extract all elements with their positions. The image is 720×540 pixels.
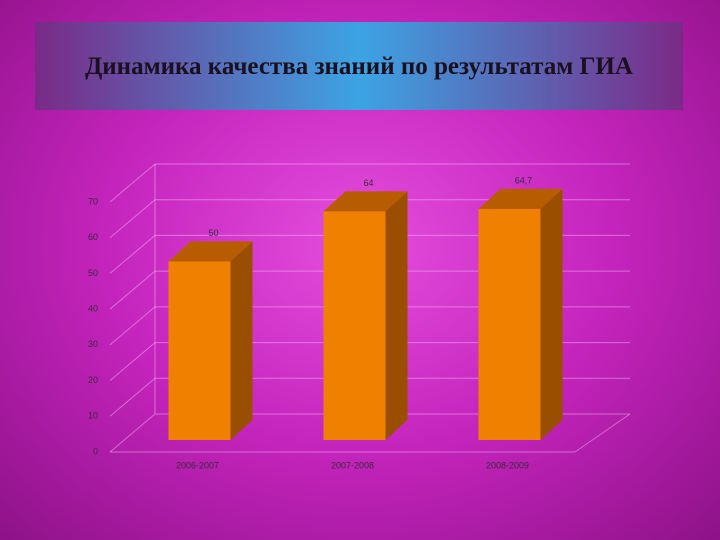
grid-line (109, 235, 156, 274)
y-tick-label: 10 (88, 411, 98, 421)
bar-top (323, 191, 408, 212)
bar (323, 211, 386, 440)
x-tick-label: 2007-2008 (331, 460, 374, 470)
x-tick-label: 2006-2007 (176, 460, 219, 470)
y-tick-label: 40 (88, 304, 98, 314)
y-tick-label: 50 (88, 268, 98, 278)
bar-top (478, 188, 563, 209)
value-label: 64 (363, 178, 373, 188)
floor-edge (574, 413, 631, 453)
grid-line (109, 306, 156, 346)
grid-line (109, 163, 156, 203)
y-tick-label: 20 (88, 375, 98, 385)
bar-side (385, 191, 408, 440)
x-tick-label: 2008-2009 (486, 460, 529, 470)
grid-line (109, 199, 156, 239)
bar-side (540, 188, 563, 440)
y-tick-label: 30 (88, 339, 98, 349)
title-banner: Динамика качества знаний по результатам … (35, 22, 683, 110)
bar (478, 208, 541, 440)
grid-line (109, 270, 156, 310)
value-label: 50 (208, 228, 218, 238)
bar-side (230, 241, 253, 440)
grid-line (109, 413, 156, 453)
grid-line (109, 342, 156, 381)
y-tick-label: 0 (93, 446, 98, 456)
chart-title: Динамика качества знаний по результатам … (85, 52, 633, 80)
y-tick-label: 70 (88, 196, 98, 206)
bar (168, 261, 231, 440)
grid-line (109, 377, 156, 417)
value-label: 64,7 (515, 175, 533, 185)
bar-top (168, 241, 253, 262)
y-tick-label: 60 (88, 232, 98, 242)
